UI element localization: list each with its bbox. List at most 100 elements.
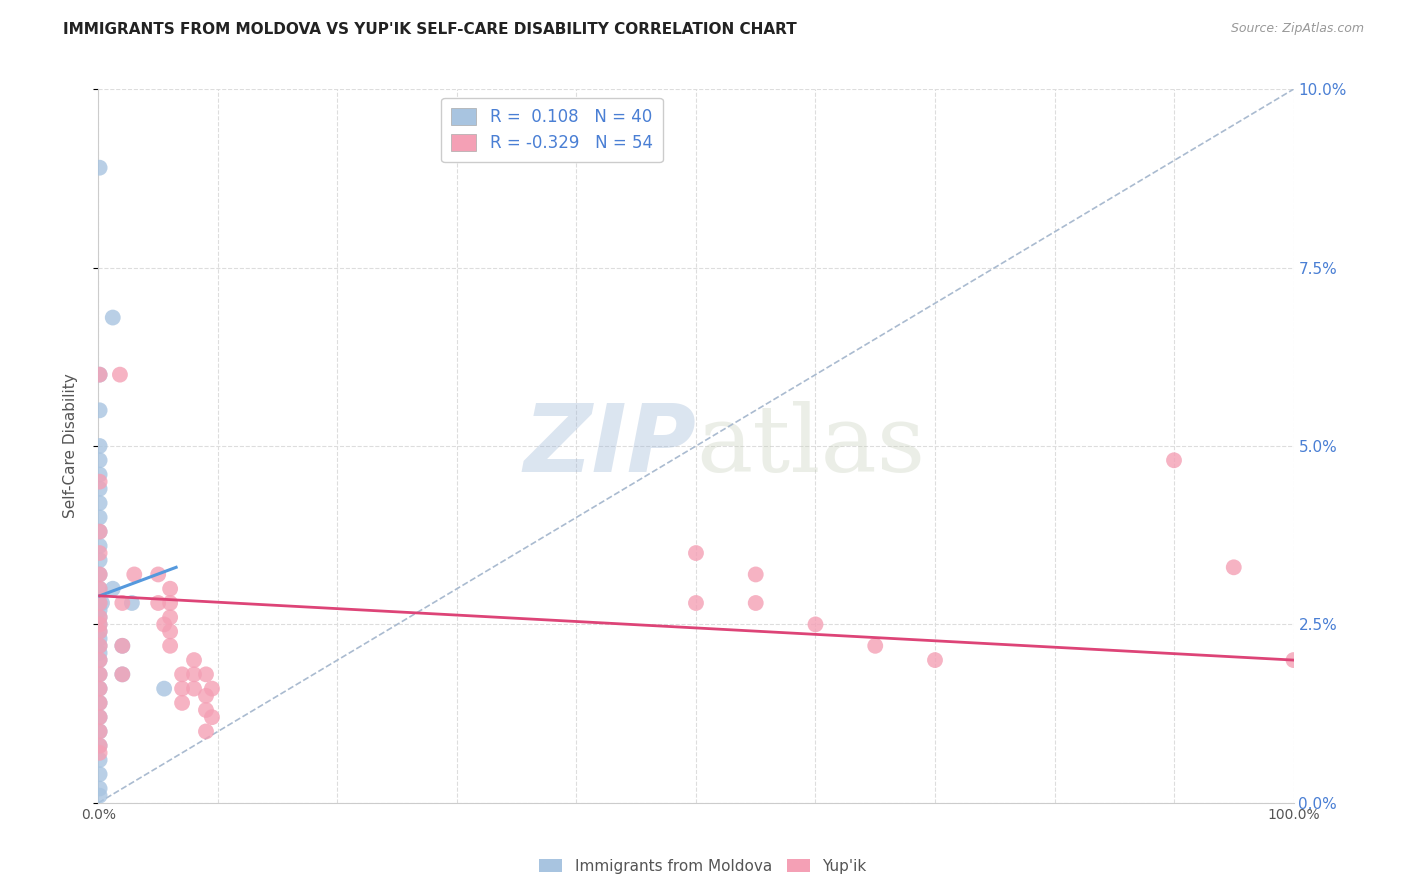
Point bbox=[89, 667, 111, 681]
Point bbox=[89, 403, 111, 417]
Point bbox=[1163, 453, 1185, 467]
Point bbox=[745, 596, 768, 610]
Point bbox=[89, 753, 111, 767]
Point bbox=[89, 161, 111, 175]
Point bbox=[745, 567, 768, 582]
Point bbox=[685, 546, 707, 560]
Point bbox=[804, 617, 827, 632]
Point bbox=[89, 439, 111, 453]
Text: IMMIGRANTS FROM MOLDOVA VS YUP'IK SELF-CARE DISABILITY CORRELATION CHART: IMMIGRANTS FROM MOLDOVA VS YUP'IK SELF-C… bbox=[63, 22, 797, 37]
Point bbox=[101, 582, 124, 596]
Point bbox=[89, 632, 111, 646]
Point bbox=[183, 681, 205, 696]
Point bbox=[159, 624, 181, 639]
Point bbox=[924, 653, 946, 667]
Point bbox=[194, 667, 218, 681]
Point bbox=[91, 596, 114, 610]
Point bbox=[111, 667, 134, 681]
Point bbox=[89, 546, 111, 560]
Point bbox=[89, 681, 111, 696]
Point bbox=[89, 767, 111, 781]
Point bbox=[153, 681, 176, 696]
Point bbox=[89, 368, 111, 382]
Point bbox=[159, 610, 181, 624]
Text: Source: ZipAtlas.com: Source: ZipAtlas.com bbox=[1230, 22, 1364, 36]
Point bbox=[124, 567, 146, 582]
Point bbox=[148, 567, 170, 582]
Point bbox=[89, 789, 111, 803]
Point bbox=[89, 710, 111, 724]
Point bbox=[201, 681, 224, 696]
Point bbox=[194, 703, 218, 717]
Point bbox=[89, 453, 111, 467]
Point bbox=[89, 510, 111, 524]
Point bbox=[148, 596, 170, 610]
Point bbox=[111, 639, 134, 653]
Point bbox=[89, 567, 111, 582]
Point bbox=[89, 582, 111, 596]
Point bbox=[863, 639, 887, 653]
Point bbox=[89, 624, 111, 639]
Point bbox=[89, 368, 111, 382]
Point bbox=[89, 596, 111, 610]
Point bbox=[89, 624, 111, 639]
Point bbox=[153, 617, 176, 632]
Point bbox=[89, 681, 111, 696]
Y-axis label: Self-Care Disability: Self-Care Disability bbox=[63, 374, 77, 518]
Point bbox=[172, 696, 194, 710]
Point bbox=[159, 596, 181, 610]
Point bbox=[89, 553, 111, 567]
Point bbox=[89, 667, 111, 681]
Point bbox=[89, 653, 111, 667]
Point bbox=[172, 681, 194, 696]
Point bbox=[89, 496, 111, 510]
Point bbox=[201, 710, 224, 724]
Point bbox=[89, 539, 111, 553]
Point bbox=[89, 646, 111, 660]
Point bbox=[685, 596, 707, 610]
Point bbox=[89, 696, 111, 710]
Point bbox=[89, 653, 111, 667]
Point bbox=[111, 639, 134, 653]
Point bbox=[89, 603, 111, 617]
Point bbox=[121, 596, 143, 610]
Point bbox=[89, 467, 111, 482]
Point bbox=[89, 781, 111, 796]
Text: ZIP: ZIP bbox=[523, 400, 696, 492]
Point bbox=[89, 696, 111, 710]
Point bbox=[89, 524, 111, 539]
Point bbox=[89, 567, 111, 582]
Point bbox=[89, 639, 111, 653]
Point bbox=[89, 596, 111, 610]
Point bbox=[89, 724, 111, 739]
Point bbox=[183, 653, 205, 667]
Point bbox=[111, 667, 134, 681]
Point bbox=[1282, 653, 1305, 667]
Point bbox=[89, 610, 111, 624]
Point bbox=[1222, 560, 1246, 574]
Point bbox=[89, 582, 111, 596]
Point bbox=[159, 582, 181, 596]
Point bbox=[89, 482, 111, 496]
Point bbox=[89, 524, 111, 539]
Point bbox=[89, 724, 111, 739]
Point bbox=[89, 475, 111, 489]
Point bbox=[183, 667, 205, 681]
Legend: Immigrants from Moldova, Yup'ik: Immigrants from Moldova, Yup'ik bbox=[533, 853, 873, 880]
Point bbox=[172, 667, 194, 681]
Legend: R =  0.108   N = 40, R = -0.329   N = 54: R = 0.108 N = 40, R = -0.329 N = 54 bbox=[441, 97, 662, 162]
Point bbox=[89, 617, 111, 632]
Point bbox=[194, 724, 218, 739]
Point bbox=[89, 746, 111, 760]
Point bbox=[111, 596, 134, 610]
Point bbox=[101, 310, 124, 325]
Point bbox=[89, 710, 111, 724]
Point bbox=[89, 617, 111, 632]
Point bbox=[194, 689, 218, 703]
Text: atlas: atlas bbox=[696, 401, 925, 491]
Point bbox=[89, 610, 111, 624]
Point bbox=[89, 739, 111, 753]
Point bbox=[159, 639, 181, 653]
Point bbox=[89, 639, 111, 653]
Point bbox=[108, 368, 131, 382]
